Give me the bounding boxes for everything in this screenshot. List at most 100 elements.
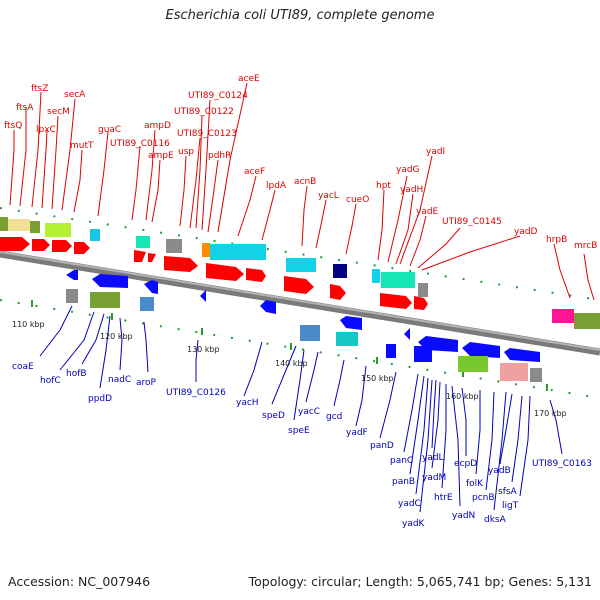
gene-arrow — [504, 348, 540, 362]
gene-arrow — [340, 316, 362, 330]
gene-block — [0, 217, 8, 231]
gene-block — [66, 289, 78, 303]
gene-label: yadC — [398, 499, 421, 509]
gene-arrow — [246, 268, 266, 282]
leader-line — [119, 317, 123, 371]
gene-block — [30, 221, 40, 233]
tick-label: 110 kbp — [12, 320, 45, 329]
leader-line — [61, 98, 76, 211]
forward-strand-genes — [0, 217, 600, 329]
leader-line — [421, 235, 521, 271]
gene-block — [286, 258, 316, 272]
gene-block — [8, 219, 30, 231]
gene-label: panD — [370, 441, 394, 451]
leader-line — [305, 351, 319, 403]
gene-label: yadL — [422, 453, 444, 463]
gene-block — [202, 243, 210, 257]
gene-label: hpt — [376, 181, 391, 191]
leader-line — [97, 131, 109, 217]
gene-label: ftsQ — [4, 121, 22, 131]
leader-line — [553, 243, 571, 299]
gene-label: panC — [390, 456, 413, 466]
gene-arrow — [404, 328, 410, 340]
leader-line — [73, 149, 83, 213]
leader-line — [379, 371, 397, 439]
gene-arrow — [0, 237, 30, 251]
gene-label: speD — [262, 411, 285, 421]
gene-label: cueO — [346, 195, 369, 205]
gene-block — [574, 313, 600, 329]
gene-label: ftsZ — [31, 84, 48, 94]
outer-guide-track — [0, 207, 600, 301]
gene-label: gcd — [326, 412, 342, 422]
gene-block — [300, 325, 320, 341]
leader-line — [415, 377, 429, 495]
gene-label: yacL — [318, 191, 339, 201]
leader-line — [51, 115, 59, 210]
gene-arrow — [66, 270, 78, 280]
gene-label: coaE — [12, 362, 34, 372]
gene-block — [381, 272, 415, 288]
leader-line — [31, 91, 42, 208]
gene-label: yadE — [416, 207, 439, 217]
gene-label: secM — [47, 107, 70, 117]
tick-label: 120 kbp — [100, 332, 133, 341]
gene-label: yadI — [426, 147, 445, 157]
gene-arrow — [260, 300, 276, 314]
leader-line — [409, 215, 427, 267]
gene-label: mutT — [70, 141, 94, 151]
gene-label: UTI89_C0116 — [110, 139, 170, 149]
gene-label: nadC — [108, 375, 131, 385]
gene-label: UTI89_C0122 — [174, 107, 234, 117]
gene-arrow — [164, 256, 198, 272]
map-title: Escherichia coli UTI89, complete genome — [165, 8, 435, 23]
leader-line — [271, 345, 297, 405]
gene-arrow — [414, 296, 428, 310]
leader-line — [19, 107, 27, 207]
gene-label: yadG — [396, 165, 420, 175]
leader-line — [315, 199, 327, 249]
gene-label: mrcB — [574, 241, 597, 251]
gene-label: lpxC — [36, 125, 56, 135]
gene-arrow — [144, 280, 158, 294]
reverse-strand-genes — [66, 270, 542, 382]
tick-label: 130 kbp — [187, 345, 220, 354]
leader-line — [81, 313, 105, 365]
gene-label: aceE — [238, 74, 260, 84]
gene-arrow — [330, 284, 346, 300]
leader-line — [511, 395, 523, 483]
gene-label: UTI89_C0145 — [442, 217, 502, 227]
gene-label: ampD — [144, 121, 171, 131]
leader-line — [451, 385, 461, 507]
genome-backbone-highlight — [0, 251, 600, 351]
gene-label: aroP — [136, 378, 157, 388]
leader-line — [39, 305, 73, 357]
gene-label: htrE — [434, 493, 453, 503]
leader-line — [461, 387, 467, 456]
leader-line — [243, 341, 263, 397]
gene-arrow — [206, 263, 244, 281]
gene-block — [333, 264, 347, 278]
leader-line — [485, 391, 495, 491]
gene-block — [530, 368, 542, 382]
leader-line — [387, 175, 408, 263]
leader-line — [519, 395, 531, 497]
leader-line — [207, 159, 219, 233]
gene-arrow — [32, 239, 50, 251]
leader-line — [195, 115, 203, 229]
gene-block — [210, 244, 266, 260]
tick-label: 170 kbp — [534, 409, 567, 418]
gene-label: pcnB — [472, 493, 495, 503]
gene-label: ampE — [148, 151, 174, 161]
gene-arrow — [148, 253, 156, 262]
top-gene-labels: ftsQ ftsA ftsZ lpxC secM secA mutT guaC … — [4, 74, 597, 251]
leader-line — [499, 393, 513, 465]
gene-label: yadD — [514, 227, 538, 237]
leader-line — [179, 155, 187, 227]
gene-label: UTI89_C0123 — [177, 129, 237, 139]
gene-block — [372, 269, 380, 283]
leader-line — [195, 339, 199, 382]
bottom-gene-labels: coaE hofC hofB ppdD nadC aroP UTI89_C012… — [12, 362, 592, 529]
gene-label: yacH — [236, 398, 259, 408]
leader-line — [217, 82, 248, 233]
